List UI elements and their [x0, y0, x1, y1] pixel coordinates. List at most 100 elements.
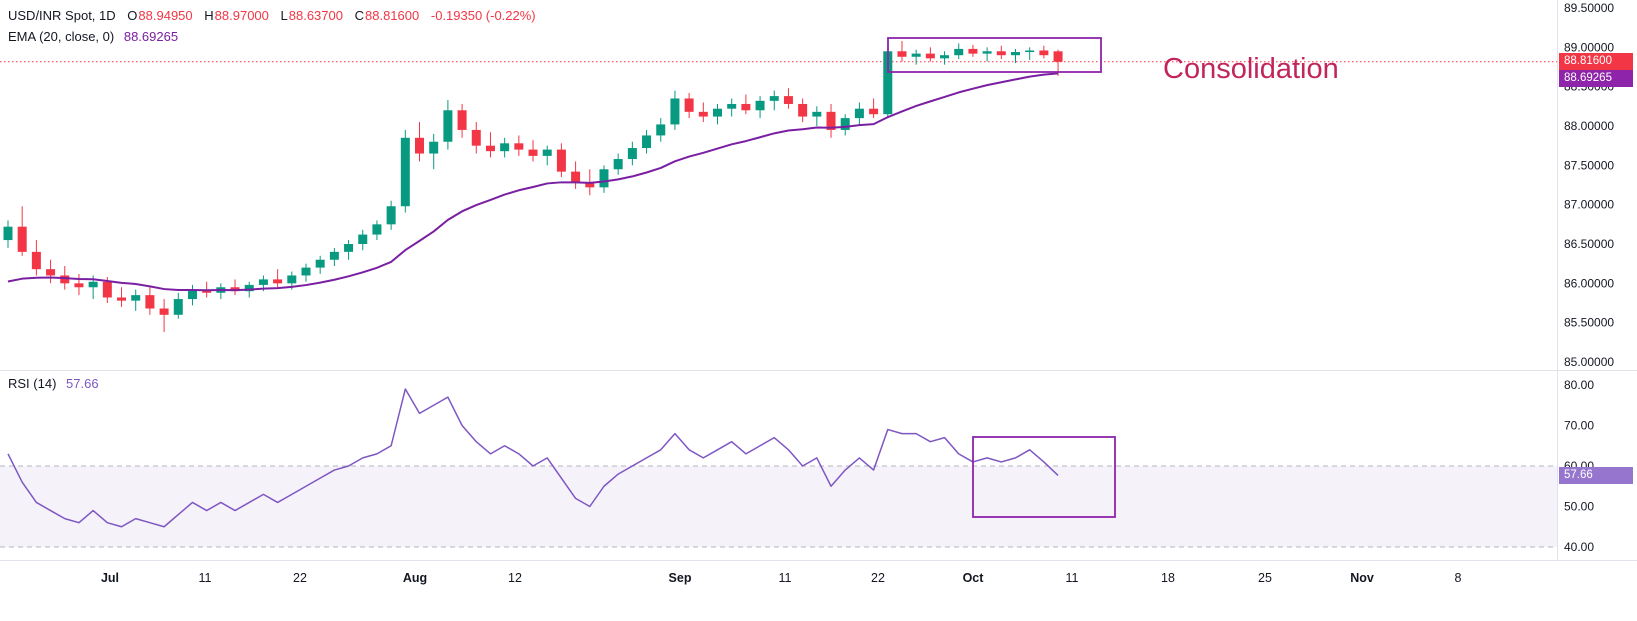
main-legend[interactable]: USD/INR Spot, 1D O88.94950 H88.97000 L88… — [8, 5, 536, 47]
candle-body — [471, 129, 481, 146]
time-tick-label[interactable]: 8 — [1455, 571, 1462, 585]
time-tick-label[interactable]: Jul — [101, 571, 119, 585]
candle-body — [698, 111, 708, 117]
candle-body — [1025, 50, 1035, 53]
candle-body — [897, 51, 907, 57]
time-tick-label[interactable]: 18 — [1161, 571, 1175, 585]
rsi-tick-label: 80.00 — [1564, 378, 1594, 392]
candle-body — [485, 145, 495, 152]
candle-body — [1039, 50, 1049, 56]
candle-body — [31, 251, 41, 270]
candle-body — [131, 295, 141, 301]
rsi-tick-label: 40.00 — [1564, 540, 1594, 554]
change-value: -0.19350 (-0.22%) — [430, 8, 536, 23]
price-tick-label: 88.00000 — [1564, 119, 1614, 133]
candle-body — [571, 171, 581, 183]
time-tick-label[interactable]: 25 — [1258, 571, 1272, 585]
ema-value-chip: 88.69265 — [1559, 70, 1633, 87]
candle-body — [798, 103, 808, 117]
time-tick-label[interactable]: 22 — [293, 571, 307, 585]
candle-body — [60, 275, 70, 284]
candle-body — [46, 269, 56, 276]
rsi-line — [7, 388, 1059, 528]
candle-body — [173, 299, 183, 315]
candle-body — [429, 141, 439, 154]
high-label: H — [204, 8, 214, 23]
rsi-tick-label: 70.00 — [1564, 419, 1594, 433]
candle-body — [386, 206, 396, 225]
time-tick-label[interactable]: 22 — [871, 571, 885, 585]
candle-body — [17, 226, 27, 252]
candle-body — [457, 110, 467, 130]
candle-body — [840, 118, 850, 130]
time-tick-label[interactable]: Oct — [963, 571, 985, 585]
price-tick-label: 87.50000 — [1564, 158, 1614, 172]
candle-body — [826, 111, 836, 130]
time-tick-label[interactable]: Nov — [1350, 571, 1374, 585]
candle-body — [344, 244, 354, 252]
symbol-row[interactable]: USD/INR Spot, 1D O88.94950 H88.97000 L88… — [8, 5, 536, 26]
candle-body — [713, 108, 722, 117]
candle-body — [514, 143, 524, 150]
candle-body — [74, 283, 84, 288]
rsi-value: 57.66 — [66, 376, 99, 391]
candle-body — [542, 149, 552, 156]
high-value: 88.97000 — [214, 8, 269, 23]
low-value: 88.63700 — [288, 8, 343, 23]
candle-body — [911, 53, 921, 57]
rsi-label: RSI (14) — [8, 376, 57, 391]
price-consolidation-box[interactable] — [887, 37, 1102, 73]
consolidation-annotation[interactable]: Consolidation — [1163, 53, 1339, 85]
candle-body — [741, 103, 751, 111]
rsi-value-chip: 57.66 — [1559, 467, 1633, 484]
candle-body — [315, 259, 325, 268]
candle-body — [783, 96, 793, 104]
rsi-consolidation-box[interactable] — [972, 436, 1116, 518]
candle-body — [358, 234, 368, 244]
candle-body — [301, 267, 311, 276]
candle-body — [500, 143, 510, 152]
candle-body — [727, 103, 737, 109]
candle-body — [3, 226, 13, 241]
candle-body — [925, 53, 935, 59]
candle-body — [613, 159, 623, 170]
candle-body — [1053, 51, 1063, 62]
candle-body — [1010, 52, 1020, 56]
candle-body — [556, 149, 566, 172]
time-tick-label[interactable]: 11 — [1066, 571, 1079, 585]
candle-body — [812, 111, 822, 117]
time-tick-label[interactable]: Sep — [669, 571, 692, 585]
candle-body — [258, 279, 268, 285]
candle-body — [656, 124, 666, 136]
time-tick-label[interactable]: 12 — [508, 571, 522, 585]
candle-body — [642, 135, 652, 149]
candle-body — [627, 148, 637, 160]
candle-body — [329, 251, 339, 260]
candle-body — [400, 137, 410, 207]
open-label: O — [127, 8, 138, 23]
rsi-legend[interactable]: RSI (14) 57.66 — [8, 376, 99, 391]
time-tick-label[interactable]: Aug — [403, 571, 427, 585]
symbol-title: USD/INR Spot, 1D — [8, 8, 116, 23]
candle-body — [940, 55, 950, 59]
rsi-band — [0, 466, 1557, 547]
price-tick-label: 86.50000 — [1564, 237, 1614, 251]
time-tick-label[interactable]: 11 — [199, 571, 212, 585]
time-tick-label[interactable]: 11 — [779, 571, 792, 585]
price-tick-label: 86.00000 — [1564, 276, 1614, 290]
rsi-tick-label: 50.00 — [1564, 500, 1594, 514]
candle-body — [599, 169, 609, 188]
ema-row[interactable]: EMA (20, close, 0) 88.69265 — [8, 26, 536, 47]
candle-body — [88, 281, 98, 288]
candle-body — [159, 308, 169, 315]
close-value: 88.81600 — [365, 8, 420, 23]
price-tick-label: 85.00000 — [1564, 355, 1614, 369]
candle-body — [287, 275, 297, 284]
candle-body — [443, 110, 453, 142]
candle-body — [854, 108, 864, 119]
ema-line — [7, 72, 1059, 292]
candle-body — [585, 182, 595, 188]
candle-body — [968, 48, 978, 54]
